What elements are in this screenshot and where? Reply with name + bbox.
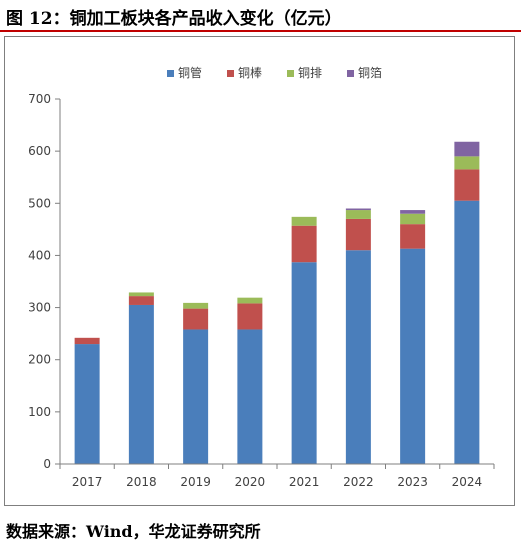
figure-title: 图 12：铜加工板块各产品收入变化（亿元） bbox=[6, 9, 342, 29]
y-tick-label: 300 bbox=[28, 301, 51, 315]
bar-segment bbox=[237, 297, 263, 304]
x-tick-label: 2023 bbox=[397, 475, 428, 489]
bar-segment bbox=[345, 208, 371, 211]
bar-segment bbox=[400, 224, 426, 249]
legend-label: 铜棒 bbox=[238, 65, 262, 80]
bars bbox=[74, 141, 480, 464]
bar-segment bbox=[128, 296, 154, 305]
y-tick-label: 700 bbox=[28, 92, 51, 106]
chart: 铜管 铜棒 铜排 铜箔 0 100 200 300 400 500 600 700 2017 2018… bbox=[28, 65, 495, 489]
y-tick-label: 600 bbox=[28, 144, 51, 158]
title-divider bbox=[0, 30, 521, 32]
bar-segment bbox=[291, 225, 317, 263]
source-note: 数据来源：Wind，华龙证券研究所 bbox=[6, 522, 261, 541]
x-tick-label: 2022 bbox=[343, 475, 374, 489]
bar-segment bbox=[237, 303, 263, 330]
legend-label: 铜管 bbox=[178, 65, 202, 80]
y-tick-label: 500 bbox=[28, 196, 51, 210]
bar-segment bbox=[128, 292, 154, 297]
bar-segment bbox=[183, 302, 209, 309]
y-tick-label: 0 bbox=[43, 457, 51, 471]
bar-segment bbox=[291, 262, 317, 464]
bar-segment bbox=[400, 210, 426, 214]
legend-swatch bbox=[227, 70, 234, 77]
x-tick-label: 2021 bbox=[289, 475, 320, 489]
bar-segment bbox=[454, 169, 480, 201]
bar-segment bbox=[400, 248, 426, 464]
bar-segment bbox=[183, 308, 209, 330]
y-axis: 0 100 200 300 400 500 600 700 bbox=[28, 92, 61, 471]
legend-swatch bbox=[167, 70, 174, 77]
bar-segment bbox=[345, 218, 371, 251]
bar-segment bbox=[74, 344, 100, 464]
y-tick-label: 400 bbox=[28, 248, 51, 262]
legend-swatch bbox=[347, 70, 354, 77]
x-tick-label: 2024 bbox=[452, 475, 483, 489]
x-tick-label: 2018 bbox=[126, 475, 157, 489]
y-tick-label: 100 bbox=[28, 405, 51, 419]
legend-swatch bbox=[287, 70, 294, 77]
x-tick-label: 2017 bbox=[72, 475, 103, 489]
legend-label: 铜箔 bbox=[358, 65, 382, 80]
bar-segment bbox=[400, 213, 426, 225]
bar-segment bbox=[454, 141, 480, 157]
bar-segment bbox=[454, 156, 480, 170]
chart-frame bbox=[4, 36, 515, 506]
bar-segment bbox=[345, 210, 371, 219]
bar-segment bbox=[345, 250, 371, 464]
x-tick-label: 2019 bbox=[180, 475, 211, 489]
bar-segment bbox=[183, 329, 209, 464]
bar-segment bbox=[128, 304, 154, 464]
x-tick-label: 2020 bbox=[235, 475, 266, 489]
y-tick-label: 200 bbox=[28, 353, 51, 367]
bar-segment bbox=[237, 329, 263, 464]
legend-label: 铜排 bbox=[298, 65, 322, 80]
bar-segment bbox=[291, 216, 317, 226]
bar-segment bbox=[454, 200, 480, 464]
legend: 铜管 铜棒 铜排 铜箔 bbox=[167, 65, 382, 80]
bar-segment bbox=[74, 337, 100, 345]
x-axis: 2017 2018 2019 2020 2021 2022 2023 2024 bbox=[59, 463, 495, 489]
